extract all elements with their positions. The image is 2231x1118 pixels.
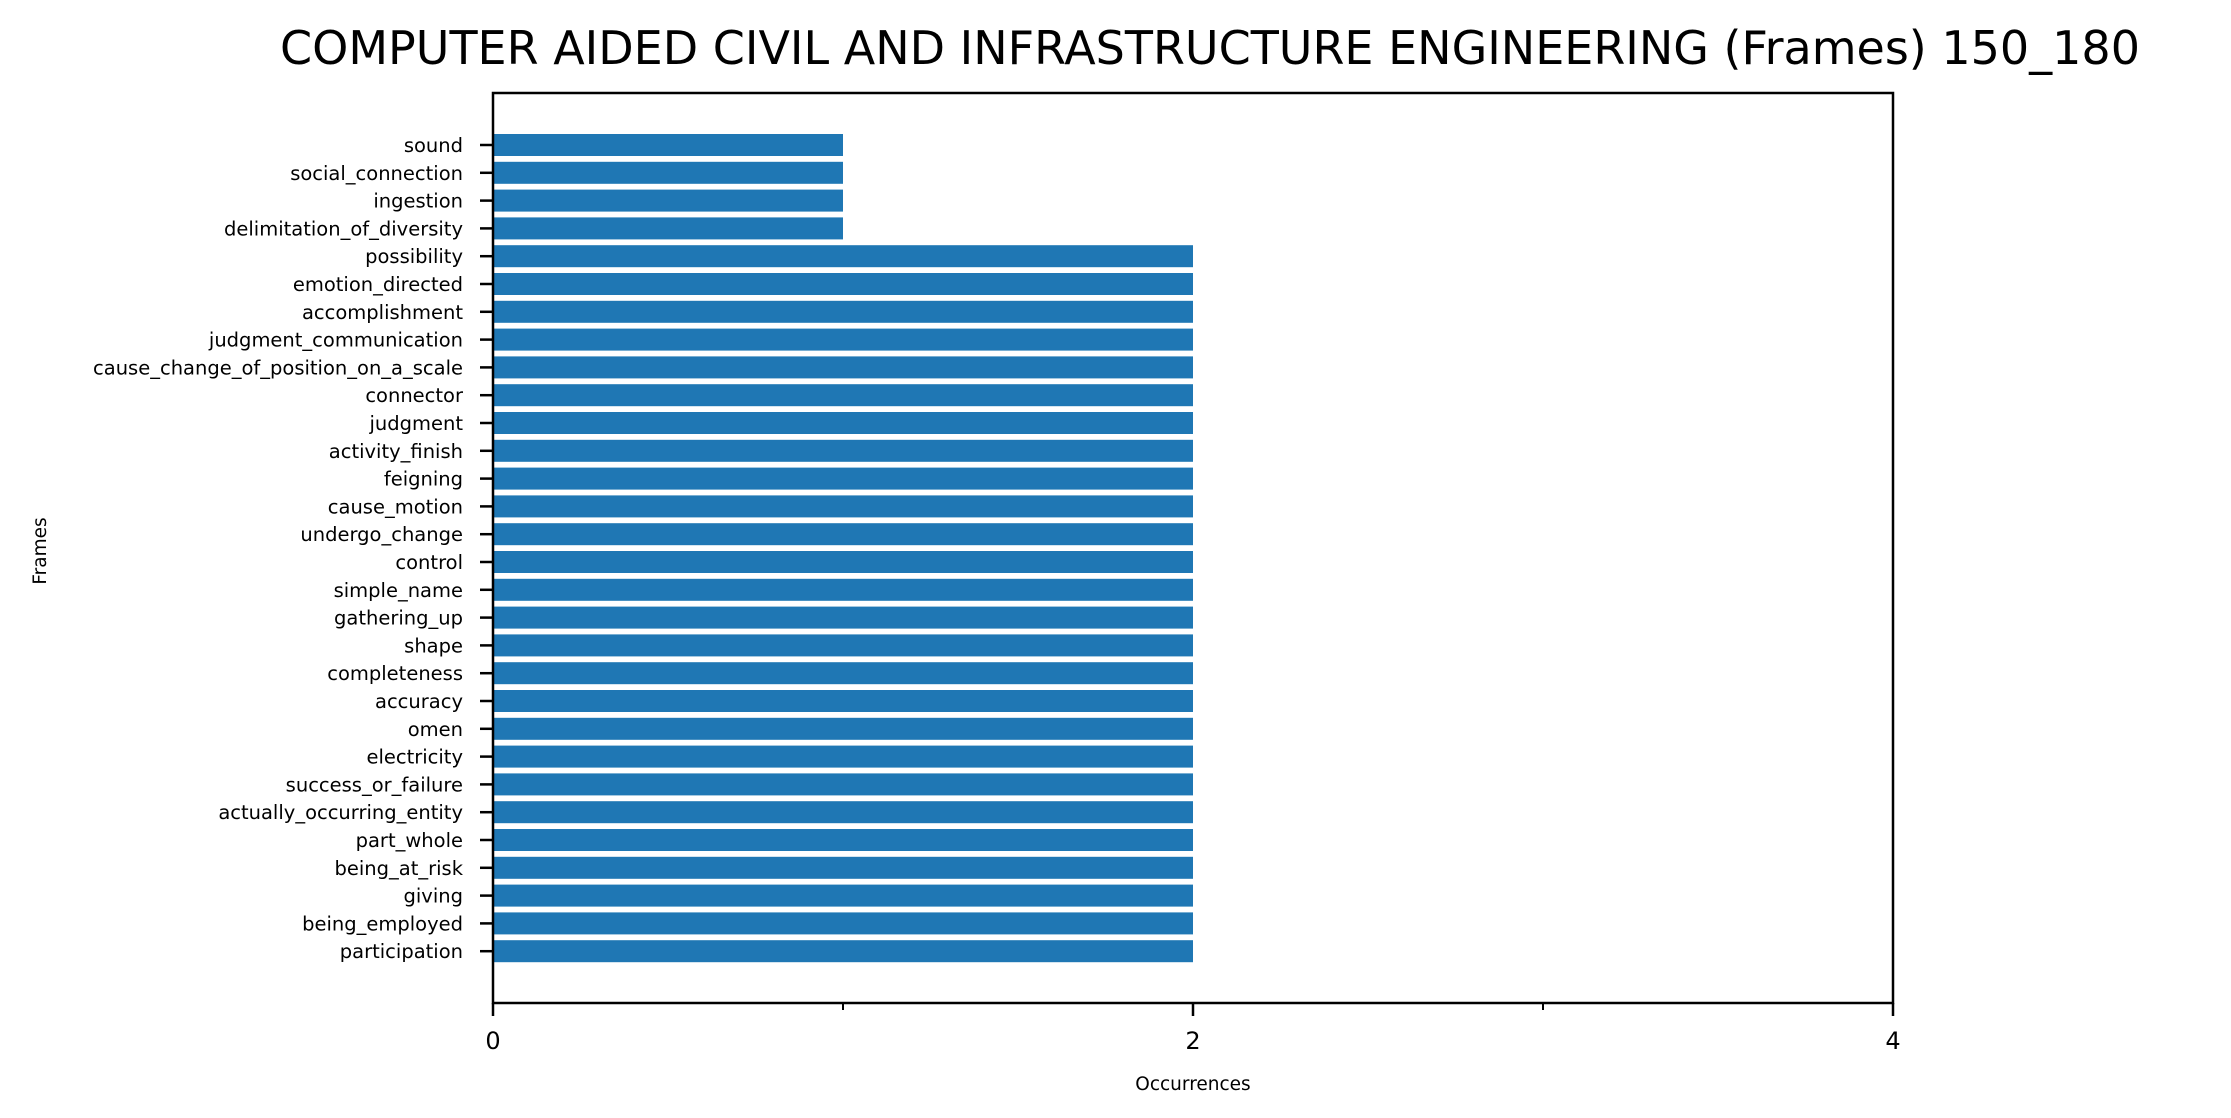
x-tick-label: 4 [1885,1027,1900,1055]
y-tick-label: delimitation_of_diversity [224,217,463,240]
y-tick-label: completeness [327,662,463,685]
chart-title: COMPUTER AIDED CIVIL AND INFRASTRUCTURE … [280,21,2140,75]
y-tick-label: giving [404,885,464,908]
bar-omen [493,717,1193,740]
bar-giving [493,884,1193,907]
bar-electricity [493,745,1193,768]
y-tick-label: part_whole [356,829,463,852]
bar-accomplishment [493,300,1193,323]
y-tick-label: accomplishment [302,301,463,324]
bar-delimitation_of_diversity [493,217,843,240]
y-tick-label: being_employed [302,912,463,935]
y-tick-label: accuracy [375,690,463,713]
bars-layer [493,134,1193,963]
y-axis-label: Frames [30,517,51,584]
y-tick-label: social_connection [290,162,463,185]
y-tick-label: actually_occurring_entity [218,801,463,824]
y-tick-label: shape [404,634,463,657]
bar-part_whole [493,829,1193,851]
y-tick-label: electricity [366,746,463,769]
bar-shape [493,634,1193,657]
y-tick-label: success_or_failure [286,773,463,796]
y-axis-ticks: sound social_connection ingestion delimitat… [93,134,493,963]
bar-ingestion [493,189,843,212]
y-tick-label: cause_motion [328,495,463,518]
bar-judgment [493,412,1193,434]
x-axis-label: Occurrences [1135,1074,1250,1095]
y-tick-label: undergo_change [300,523,463,546]
y-tick-label: connector [365,384,464,407]
x-tick-label: 2 [1185,1027,1200,1055]
bar-gathering_up [493,606,1193,629]
bar-control [493,551,1193,573]
bar-being_at_risk [493,856,1193,879]
bar-activity_finish [493,439,1193,462]
y-tick-label: cause_change_of_position_on_a_scale [93,356,463,379]
y-tick-label: feigning [384,468,463,491]
bar-judgment_communication [493,328,1193,351]
bar-completeness [493,662,1193,685]
plot-frame [491,91,1895,1005]
y-tick-label: ingestion [373,190,463,213]
y-tick-label: omen [408,718,463,741]
bar-sound [493,134,843,156]
bar-success_or_failure [493,773,1193,796]
bar-simple_name [493,578,1193,601]
bar-accuracy [493,690,1193,712]
y-tick-label: participation [340,940,463,963]
y-tick-label: activity_finish [329,440,463,463]
bar-actually_occurring_entity [493,801,1193,824]
y-tick-label: judgment_communication [208,329,463,352]
x-axis-ticks: 0 2 4 [485,1003,1901,1055]
bar-participation [493,940,1193,963]
bar-emotion_directed [493,273,1193,295]
bar-connector [493,384,1193,407]
y-tick-label: being_at_risk [334,857,463,880]
bar-cause_motion [493,495,1193,518]
y-tick-label: emotion_directed [293,273,463,296]
bar-social_connection [493,161,843,184]
bar-being_employed [493,912,1193,935]
y-tick-label: sound [404,134,463,157]
bar-possibility [493,245,1193,268]
bar-undergo_change [493,523,1193,546]
y-tick-label: judgment [368,412,463,435]
bar-cause_change_of_position_on_a_scale [493,356,1193,379]
y-tick-label: control [395,551,463,574]
y-tick-label: possibility [365,245,463,268]
bar-feigning [493,467,1193,490]
x-tick-label: 0 [485,1027,500,1055]
y-tick-label: simple_name [334,579,463,602]
y-tick-label: gathering_up [334,607,463,630]
